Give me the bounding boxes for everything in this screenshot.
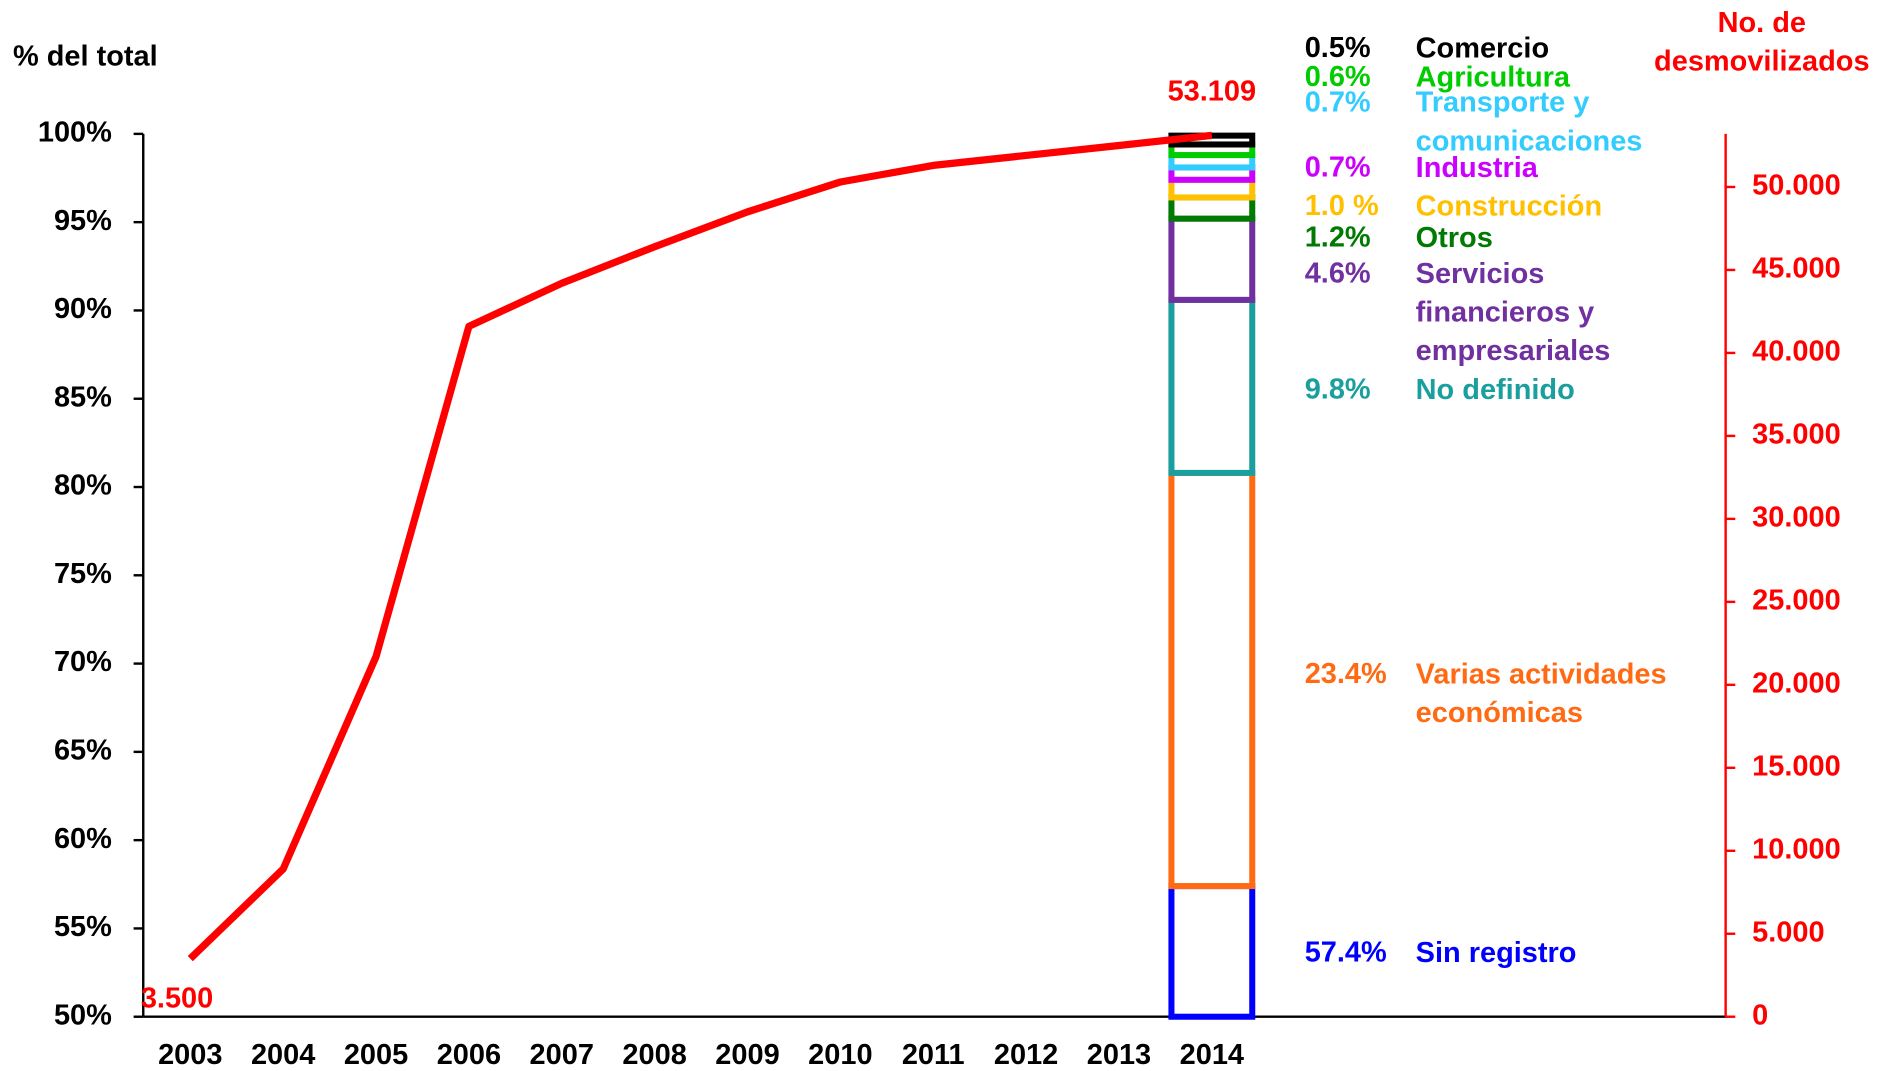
bar-value-label: 0.7% bbox=[1305, 86, 1371, 118]
y-axis-title: % del total bbox=[13, 41, 158, 73]
bar-value-label: 0.7% bbox=[1305, 151, 1371, 183]
line bbox=[187, 131, 1213, 962]
y-tick-label: 90% bbox=[54, 293, 112, 325]
x-tick-label: 2006 bbox=[437, 1039, 501, 1071]
x-tick-label: 2004 bbox=[251, 1039, 315, 1071]
y-tick-label: 50% bbox=[54, 999, 112, 1031]
bar-value-label: 0.5% bbox=[1305, 32, 1371, 64]
y2-axis-title: No. de desmovilizados bbox=[1654, 7, 1869, 78]
x-tick-label: 2013 bbox=[1087, 1039, 1151, 1071]
legend-label: Transporte y comunicaciones bbox=[1416, 86, 1643, 157]
y-tick-label: 85% bbox=[54, 381, 112, 413]
bar-segment bbox=[1168, 469, 1256, 890]
bar-value-label: 57.4% bbox=[1305, 937, 1387, 969]
legend-label: Construcción bbox=[1416, 190, 1603, 222]
legend-label: Sin registro bbox=[1416, 937, 1577, 969]
bar-value-label: 23.4% bbox=[1305, 658, 1387, 690]
y-tick-label: 100% bbox=[38, 117, 112, 149]
legend-label: Agricultura bbox=[1416, 61, 1571, 93]
y-tick-label: 60% bbox=[54, 823, 112, 855]
bar-segment bbox=[1168, 215, 1256, 303]
y2-tick-label: 15.000 bbox=[1752, 750, 1841, 782]
x-tick-label: 2007 bbox=[530, 1039, 594, 1071]
line-value-label: 53.109 bbox=[1168, 76, 1257, 108]
bar-value-label: 1.0 % bbox=[1305, 190, 1379, 222]
bar-value-label: 9.8% bbox=[1305, 373, 1371, 405]
legend-label: Otros bbox=[1416, 221, 1493, 253]
y2-tick-label: 40.000 bbox=[1752, 336, 1841, 368]
x-tick-label: 2011 bbox=[902, 1039, 965, 1071]
legend-label: Comercio bbox=[1416, 32, 1549, 64]
line-value-label: 3.500 bbox=[141, 982, 213, 1014]
y2-tick-label: 0 bbox=[1752, 999, 1768, 1031]
x-tick-label: 2003 bbox=[158, 1039, 222, 1071]
legend-label: Servicios financieros y empresariales bbox=[1416, 258, 1611, 367]
y2-tick-label: 50.000 bbox=[1752, 170, 1841, 202]
x-tick-label: 2014 bbox=[1180, 1039, 1244, 1071]
y2-tick-label: 5.000 bbox=[1752, 916, 1824, 948]
y2-tick-label: 25.000 bbox=[1752, 584, 1841, 616]
y-tick-label: 80% bbox=[54, 470, 112, 502]
x-tick-label: 2012 bbox=[994, 1039, 1058, 1071]
y-tick-label: 65% bbox=[54, 735, 112, 767]
x-tick-label: 2008 bbox=[622, 1039, 686, 1071]
bar-value-label: 4.6% bbox=[1305, 258, 1371, 290]
bar-segment bbox=[1168, 883, 1256, 1020]
y-tick-label: 95% bbox=[54, 205, 112, 237]
y-tick-label: 70% bbox=[54, 646, 112, 678]
x-tick-label: 2010 bbox=[808, 1039, 872, 1071]
legend-label: No definido bbox=[1416, 373, 1575, 405]
x-tick-label: 2005 bbox=[344, 1039, 408, 1071]
legend-label: Varias actividades económicas bbox=[1416, 658, 1667, 729]
legend-label: Industria bbox=[1416, 151, 1539, 183]
y2-tick-label: 10.000 bbox=[1752, 833, 1841, 865]
y2-tick-label: 45.000 bbox=[1752, 253, 1841, 285]
x-tick-label: 2009 bbox=[715, 1039, 779, 1071]
y2-tick-label: 20.000 bbox=[1752, 667, 1841, 699]
y-tick-label: 55% bbox=[54, 911, 112, 943]
y2-tick-label: 35.000 bbox=[1752, 419, 1841, 451]
y-tick-label: 75% bbox=[54, 558, 112, 590]
bar-segment bbox=[1168, 296, 1256, 476]
bar-value-label: 1.2% bbox=[1305, 221, 1371, 253]
bar-value-label: 0.6% bbox=[1305, 61, 1371, 93]
bar-segment bbox=[1168, 194, 1256, 222]
y2-tick-label: 30.000 bbox=[1752, 502, 1841, 534]
